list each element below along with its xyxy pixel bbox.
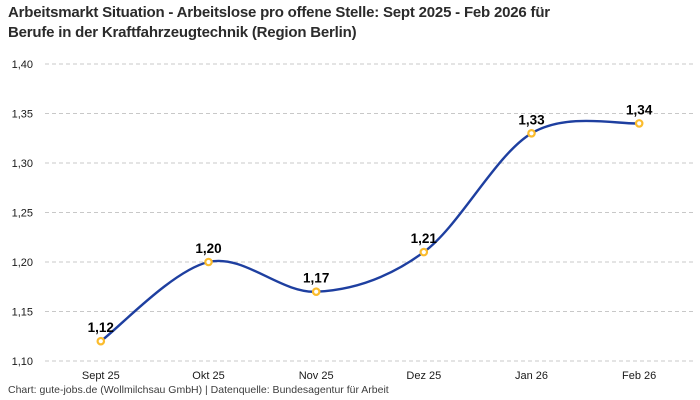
data-point-label: 1,12: [88, 320, 114, 335]
data-point-label: 1,21: [411, 231, 438, 246]
chart-title-line-2: Berufe in der Kraftfahrzeugtechnik (Regi…: [8, 24, 357, 41]
x-tick-label: Feb 26: [622, 370, 656, 382]
y-tick-label: 1,35: [12, 109, 33, 121]
data-point-label: 1,33: [518, 112, 545, 127]
x-tick-label: Nov 25: [299, 370, 334, 382]
y-tick-label: 1,20: [12, 257, 33, 269]
data-point-marker: [527, 129, 536, 138]
data-point-label: 1,34: [626, 102, 653, 117]
chart-title-line-1: Arbeitsmarkt Situation - Arbeitslose pro…: [8, 4, 550, 21]
data-point-marker: [204, 257, 213, 267]
x-tick-label: Jan 26: [515, 370, 548, 382]
chart-credit: Chart: gute-jobs.de (Wollmilchsau GmbH) …: [8, 384, 389, 396]
x-tick-label: Okt 25: [192, 370, 224, 382]
data-point-marker: [419, 247, 429, 257]
data-point-marker: [96, 336, 106, 346]
data-series-line: [99, 119, 641, 343]
y-tick-label: 1,10: [12, 356, 33, 368]
y-tick-label: 1,25: [12, 208, 33, 220]
y-tick-label: 1,30: [12, 158, 33, 170]
y-tick-label: 1,40: [12, 59, 33, 71]
x-tick-label: Dez 25: [406, 370, 441, 382]
data-point-label: 1,17: [303, 271, 329, 286]
y-tick-label: 1,15: [12, 307, 33, 319]
x-tick-label: Sept 25: [82, 370, 120, 382]
data-point-marker: [634, 119, 644, 128]
chart-title: Arbeitsmarkt Situation - Arbeitslose pro…: [8, 3, 658, 43]
data-point-marker: [311, 287, 321, 297]
data-point-label: 1,20: [195, 241, 221, 256]
